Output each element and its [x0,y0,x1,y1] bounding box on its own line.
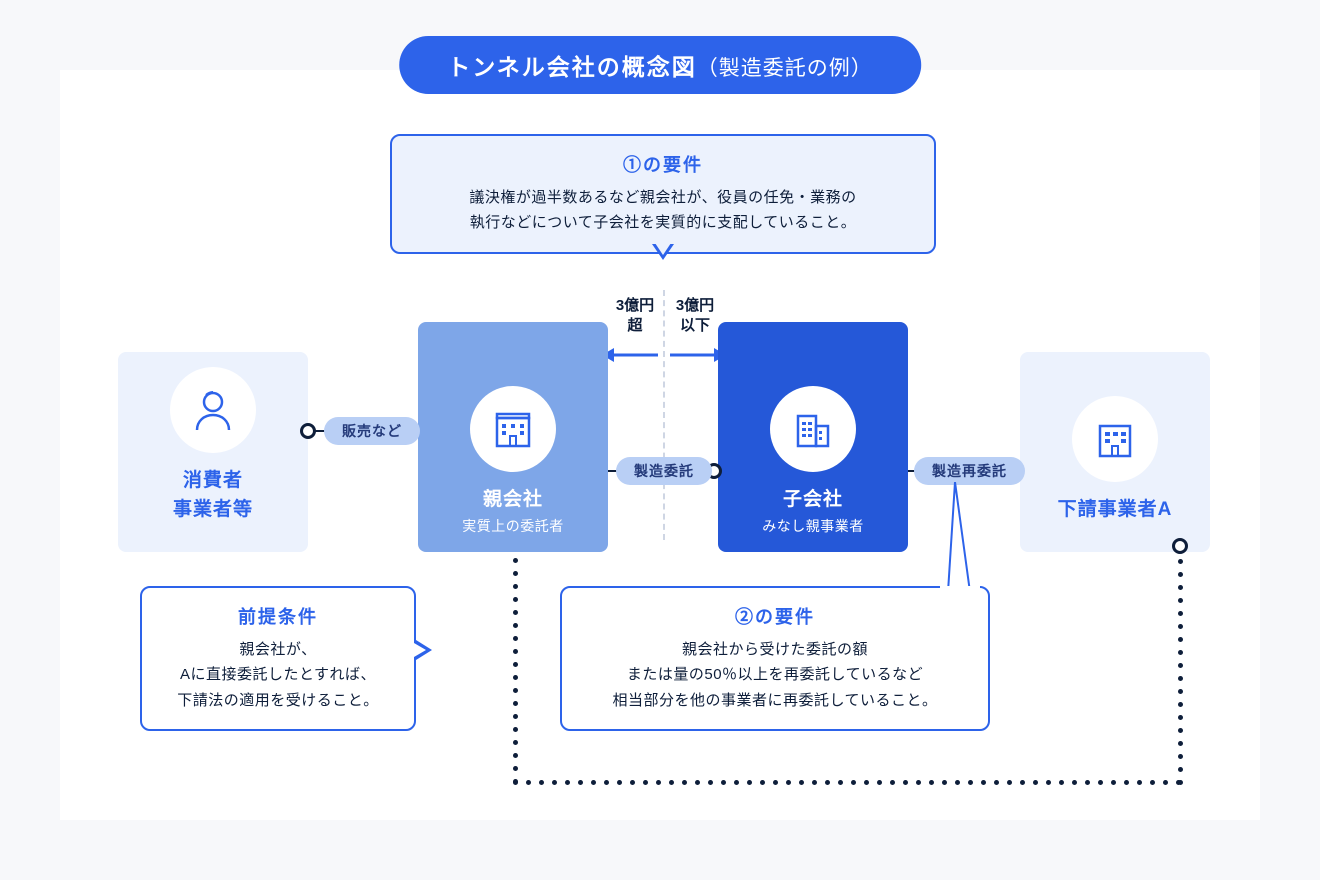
buildings-icon [770,386,856,472]
callout-precondition: 前提条件 親会社が、Aに直接委託したとすれば、下請法の適用を受けること。 [140,586,416,731]
node-subtitle: みなし親事業者 [762,516,864,536]
vertical-divider [663,290,665,540]
connector-terminal [1172,538,1188,554]
connector-label-sales: 販売など [324,417,420,445]
building-icon [470,386,556,472]
node-title: 消費者事業者等 [173,467,253,524]
callout-title: 前提条件 [162,602,394,633]
person-icon [170,367,256,453]
arrow-label-left: 3億円超 [612,296,658,335]
node-parent: 親会社 実質上の委託者 [418,322,608,552]
callout-title: ①の要件 [412,150,914,181]
callout-requirement-1: ①の要件 議決権が過半数あるなど親会社が、役員の任免・業務の執行などについて子会… [390,134,936,254]
diagram-title: トンネル会社の概念図（製造委託の例） [399,36,921,94]
callout-body: 議決権が過半数あるなど親会社が、役員の任免・業務の執行などについて子会社を実質的… [412,185,914,236]
arrow-label-right: 3億円以下 [672,296,718,335]
node-subtitle: 実質上の委託者 [462,516,564,536]
title-sub: （製造委託の例） [697,57,873,80]
callout-title: ②の要件 [582,602,968,633]
connector-label-re-manufacturing: 製造再委託 [914,457,1025,485]
speech-tail [416,640,432,660]
callout-requirement-2: ②の要件 親会社から受けた委託の額または量の50％以上を再委託しているなど相当部… [560,586,990,731]
node-consumer: 消費者事業者等 [118,352,308,552]
speech-tail [940,482,980,592]
node-subsidiary: 子会社 みなし親事業者 [718,322,908,552]
office-icon [1072,396,1158,482]
connector-label-manufacturing: 製造委託 [616,457,712,485]
node-title: 親会社 [483,486,543,515]
node-contractor: 下請事業者A [1020,352,1210,552]
node-title: 子会社 [783,486,843,515]
speech-tail [652,244,674,260]
title-main: トンネル会社の概念図 [447,54,697,80]
callout-body: 親会社から受けた委託の額または量の50％以上を再委託しているなど相当部分を他の事… [582,637,968,714]
callout-body: 親会社が、Aに直接委託したとすれば、下請法の適用を受けること。 [162,637,394,714]
node-title: 下請事業者A [1058,496,1173,525]
connector-terminal [300,423,316,439]
